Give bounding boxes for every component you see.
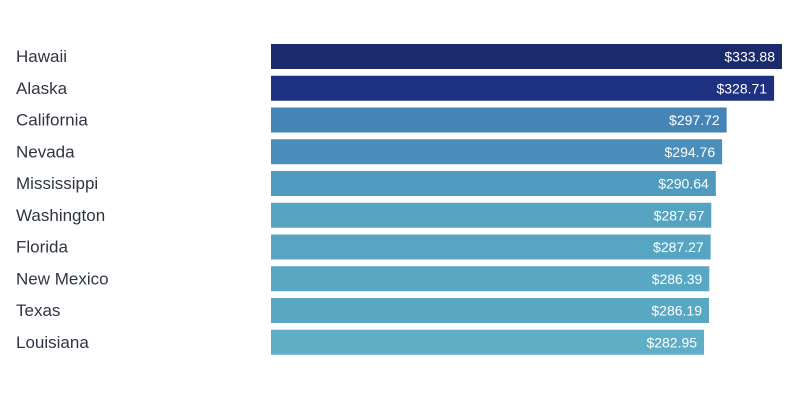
bar-value-label: $290.64 [658, 176, 709, 192]
category-labels: Hawaii Alaska California Nevada Mississippi W… [16, 47, 109, 352]
category-label: Washington [16, 206, 105, 225]
bar [271, 44, 782, 69]
bar-value-label: $297.72 [669, 112, 720, 128]
category-label: Nevada [16, 142, 75, 161]
bar [271, 107, 727, 133]
bar-value-label: $287.67 [654, 207, 705, 223]
category-label: Alaska [16, 79, 68, 98]
bar-value-label: $328.71 [716, 80, 767, 96]
bar [271, 75, 775, 101]
bar [271, 266, 710, 292]
bar [271, 202, 712, 228]
bar [271, 298, 710, 323]
category-label: Florida [16, 238, 69, 257]
bar-value-label: $286.19 [651, 303, 702, 319]
bar [271, 139, 723, 165]
category-label: Texas [16, 301, 60, 320]
bar-value-label: $294.76 [665, 144, 716, 160]
bar [271, 329, 705, 355]
category-label: Hawaii [16, 47, 67, 66]
category-label: Mississippi [16, 174, 98, 193]
bar-value-label: $333.88 [724, 49, 775, 65]
bars [271, 44, 782, 355]
bar-value-label: $287.27 [653, 239, 704, 255]
bar-value-label: $282.95 [646, 334, 697, 350]
value-labels: $333.88 $328.71 $297.72 $294.76 $290.64 $287.… [646, 49, 775, 351]
category-label: Louisiana [16, 333, 89, 352]
bar [271, 171, 716, 196]
bar-value-label: $286.39 [652, 271, 703, 287]
category-label: California [16, 111, 88, 130]
bar [271, 234, 711, 260]
category-label: New Mexico [16, 269, 109, 288]
